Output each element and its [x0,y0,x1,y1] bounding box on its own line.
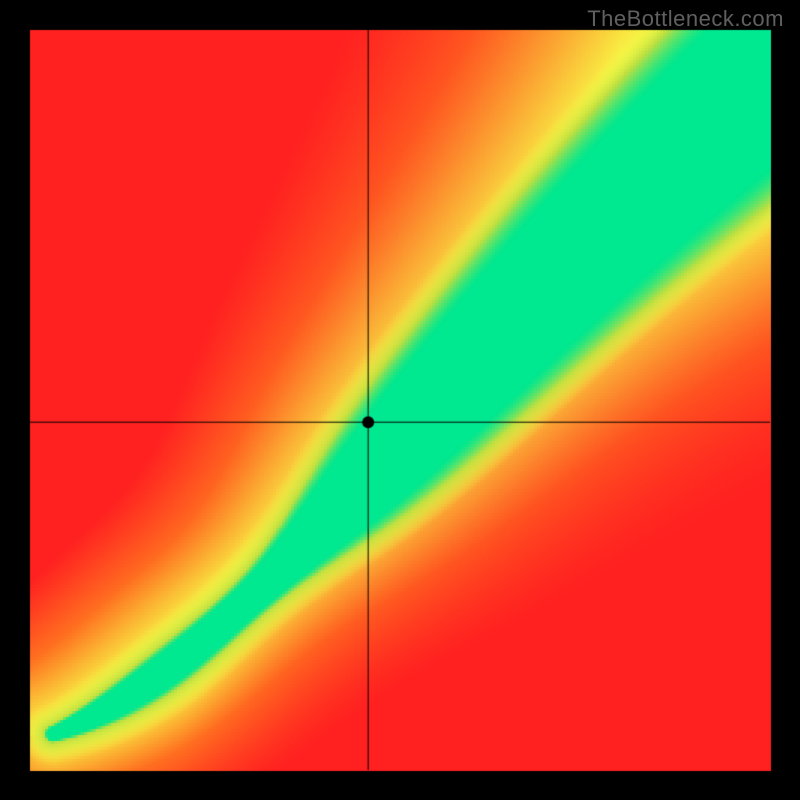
watermark-text: TheBottleneck.com [587,6,784,32]
chart-container: TheBottleneck.com [0,0,800,800]
bottleneck-heatmap [0,0,800,800]
